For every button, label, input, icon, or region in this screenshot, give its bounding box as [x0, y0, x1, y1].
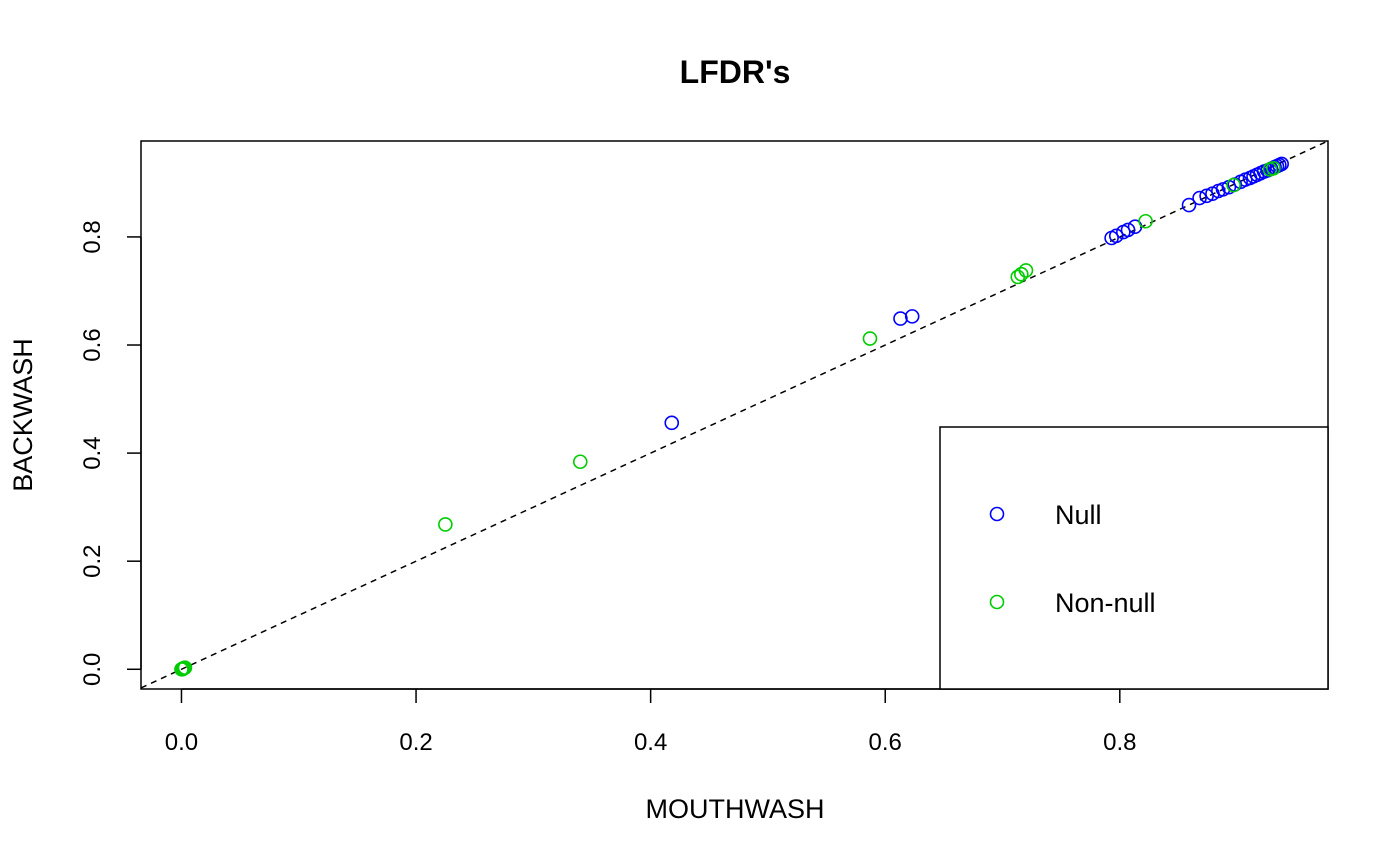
y-axis-label: BACKWASH	[8, 338, 38, 492]
legend-non-null-marker	[989, 594, 1005, 610]
data-point-null	[664, 415, 680, 431]
legend-null-marker	[989, 506, 1005, 522]
legend: Null Non-null	[939, 426, 1329, 690]
chart-title: LFDR's	[680, 54, 791, 90]
data-point-non-null	[572, 454, 588, 470]
legend-null-label: Null	[1055, 500, 1102, 530]
y-tick-label: 0.0	[79, 653, 106, 686]
legend-non-null-label: Non-null	[1055, 588, 1156, 618]
y-tick-label: 0.8	[79, 220, 106, 253]
x-axis: 0.0 0.2 0.4 0.6 0.8	[165, 688, 1136, 756]
data-point-null	[1192, 190, 1207, 206]
data-point-null	[1274, 156, 1289, 172]
data-point-non-null	[1010, 269, 1026, 285]
data-point-non-null	[1266, 160, 1281, 176]
data-point-non-null	[1226, 177, 1241, 193]
x-tick-label: 0.0	[165, 729, 198, 756]
x-tick-label: 0.2	[399, 729, 432, 756]
x-tick-label: 0.4	[634, 729, 667, 756]
y-tick-label: 0.6	[79, 328, 106, 361]
data-point-null	[1108, 228, 1124, 244]
data-point-null	[893, 311, 908, 326]
data-point-non-null	[1018, 263, 1034, 278]
x-tick-label: 0.6	[869, 729, 902, 756]
data-points-layer	[174, 156, 1289, 677]
data-point-null	[1120, 222, 1136, 238]
x-axis-label: MOUTHWASH	[646, 794, 825, 824]
data-point-null	[904, 309, 920, 324]
y-tick-label: 0.2	[79, 544, 106, 577]
data-point-non-null	[438, 517, 453, 532]
y-axis: 0.0 0.2 0.4 0.6 0.8	[79, 220, 142, 686]
data-point-non-null	[177, 660, 193, 675]
data-point-non-null	[1013, 266, 1029, 282]
legend-box	[939, 426, 1329, 690]
data-point-non-null	[175, 661, 190, 677]
y-tick-label: 0.4	[79, 436, 106, 469]
data-point-non-null	[1138, 213, 1153, 229]
x-tick-label: 0.8	[1103, 729, 1136, 756]
data-point-null	[1181, 197, 1197, 213]
data-point-non-null	[862, 331, 878, 346]
